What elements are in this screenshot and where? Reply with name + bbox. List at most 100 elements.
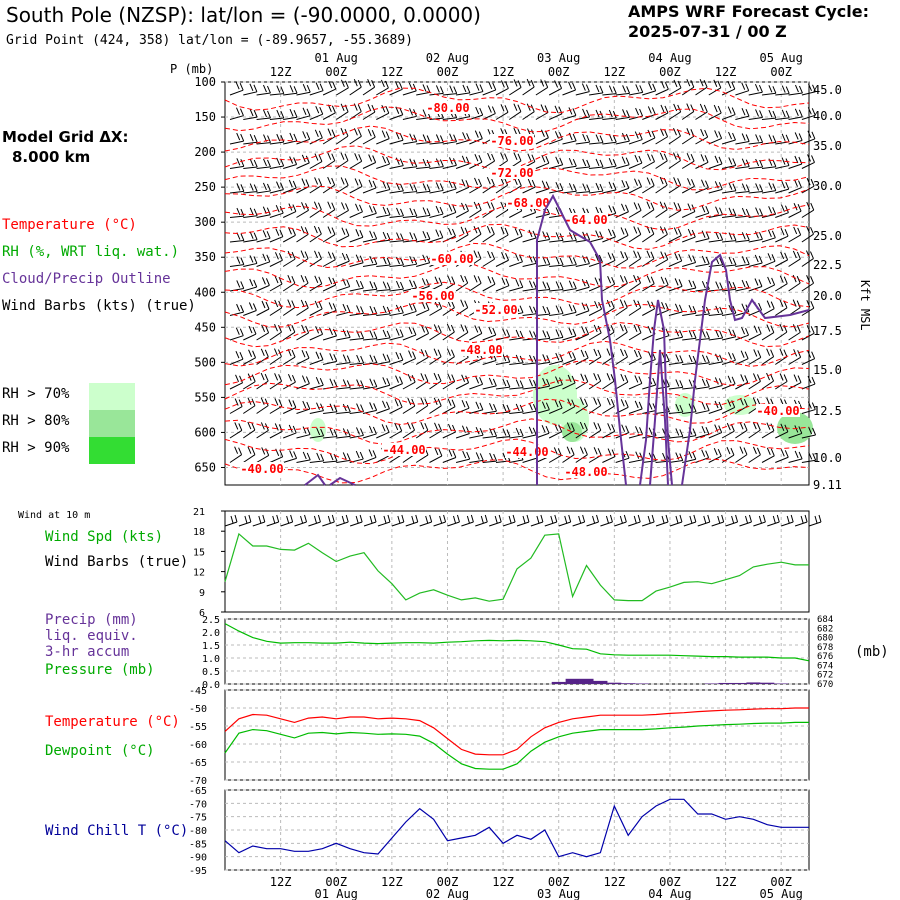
wind-barb — [562, 422, 575, 439]
wind-barb — [376, 353, 391, 365]
wind-barb — [429, 134, 444, 145]
wind-barb — [376, 181, 391, 194]
wind-barb — [708, 400, 723, 414]
wind-barb — [469, 250, 482, 267]
cloud-precip-outline — [329, 476, 356, 486]
precip-label: Precip (mm) — [45, 612, 138, 628]
wind-barb — [243, 325, 257, 341]
dewpoint-line — [224, 721, 809, 770]
wind-barb — [256, 182, 271, 194]
wind-barb — [801, 350, 816, 365]
wind-barb — [708, 130, 723, 145]
cloud-precip-outline — [649, 349, 669, 486]
bottom-date-label: 05 Aug — [760, 887, 803, 900]
wind-barb — [416, 134, 431, 145]
surface-wind-barb — [252, 514, 266, 527]
wind-barb — [509, 329, 524, 341]
temperature-tick-label: -55 — [189, 722, 207, 733]
wind-chill-tick-label: -80 — [189, 826, 207, 837]
wind-barb — [509, 228, 523, 243]
rh80-swatch — [89, 410, 135, 437]
temperature-contour-label-bg — [506, 196, 550, 209]
temperature-contour — [224, 242, 810, 269]
wind-barb — [309, 129, 323, 145]
wind-barb — [336, 252, 350, 267]
wind-barb — [322, 302, 337, 316]
wind-barb — [708, 281, 724, 292]
wind-speed-label: Wind Spd (kts) — [45, 529, 164, 545]
temperature-contour-label-bg — [426, 101, 470, 114]
surface-wind-barb — [502, 514, 516, 527]
top-hour-label: 12Z — [381, 65, 403, 79]
wind-barb — [681, 128, 695, 145]
bottom-hour-label: 12Z — [492, 875, 514, 889]
wind-barb — [416, 230, 431, 243]
wind-barb — [336, 177, 349, 194]
wind-barb — [708, 353, 724, 365]
wind-barb — [628, 250, 642, 267]
wind-barb — [349, 254, 364, 267]
wind-barb — [788, 274, 801, 292]
wind-barb — [708, 447, 722, 463]
wind-barb — [735, 422, 748, 439]
wind-barb — [429, 182, 444, 194]
wind-barb — [695, 78, 708, 96]
wind-barb — [615, 85, 631, 96]
bottom-hour-label: 00Z — [325, 875, 347, 889]
wind-barb — [642, 153, 655, 169]
wind-barb — [721, 328, 737, 341]
wind-speed-line — [224, 532, 809, 602]
wind-barb — [748, 325, 762, 341]
wind-barb — [495, 353, 511, 365]
wind-barb — [349, 450, 364, 463]
wind-barb — [362, 281, 378, 292]
wind-barb — [282, 203, 297, 218]
wind-barb — [322, 152, 336, 169]
wind-barb — [389, 375, 403, 390]
wind-barb — [748, 183, 764, 194]
wind-barb — [695, 103, 708, 120]
top-hour-label: 12Z — [715, 65, 737, 79]
surface-wind-barb — [530, 514, 544, 527]
temperature-contour-label-bg — [411, 289, 455, 302]
wind-barb — [256, 253, 271, 267]
wind-barb — [243, 255, 258, 267]
wind-barb — [775, 299, 788, 316]
temperature-contour-label-bg — [564, 465, 608, 478]
wind-barb — [389, 157, 404, 169]
wind-barb — [588, 324, 602, 341]
wind-barb — [549, 256, 564, 267]
pressure-tick-label-right: 676 — [817, 652, 833, 662]
wind-barb — [296, 274, 309, 292]
precip-tick-label: 0.5 — [202, 667, 220, 678]
wind-barb — [296, 451, 311, 463]
wind-barb — [735, 232, 750, 243]
precip-bar — [704, 683, 719, 684]
wind-barb — [309, 351, 324, 365]
wind-barb — [323, 452, 338, 463]
wind-barb — [668, 202, 682, 218]
wind-barb — [495, 378, 511, 390]
wind-barb — [602, 181, 617, 194]
wind-barb — [775, 251, 789, 267]
precip-pressure-frame — [224, 618, 810, 685]
wind-barb — [695, 330, 710, 341]
precip-accum-label: 3-hr accum — [45, 644, 130, 660]
wind-barb — [283, 132, 298, 145]
wind-barb — [349, 203, 363, 218]
wind-barb — [283, 156, 298, 169]
wind-barb — [748, 421, 761, 439]
pressure-tick-label-right: 682 — [817, 624, 833, 634]
wind-barb — [296, 84, 311, 96]
surface-wind-barb — [753, 514, 766, 527]
wind-barb — [575, 421, 588, 439]
wind-barb — [269, 323, 282, 341]
wind-barb — [322, 201, 336, 218]
wind-barb — [429, 205, 444, 218]
wind-barb — [682, 330, 697, 341]
precip-bar — [732, 682, 747, 684]
wind-barb — [615, 348, 628, 365]
wind-barb — [761, 182, 777, 194]
wind-barb — [668, 152, 681, 169]
wind-barb — [522, 78, 535, 96]
